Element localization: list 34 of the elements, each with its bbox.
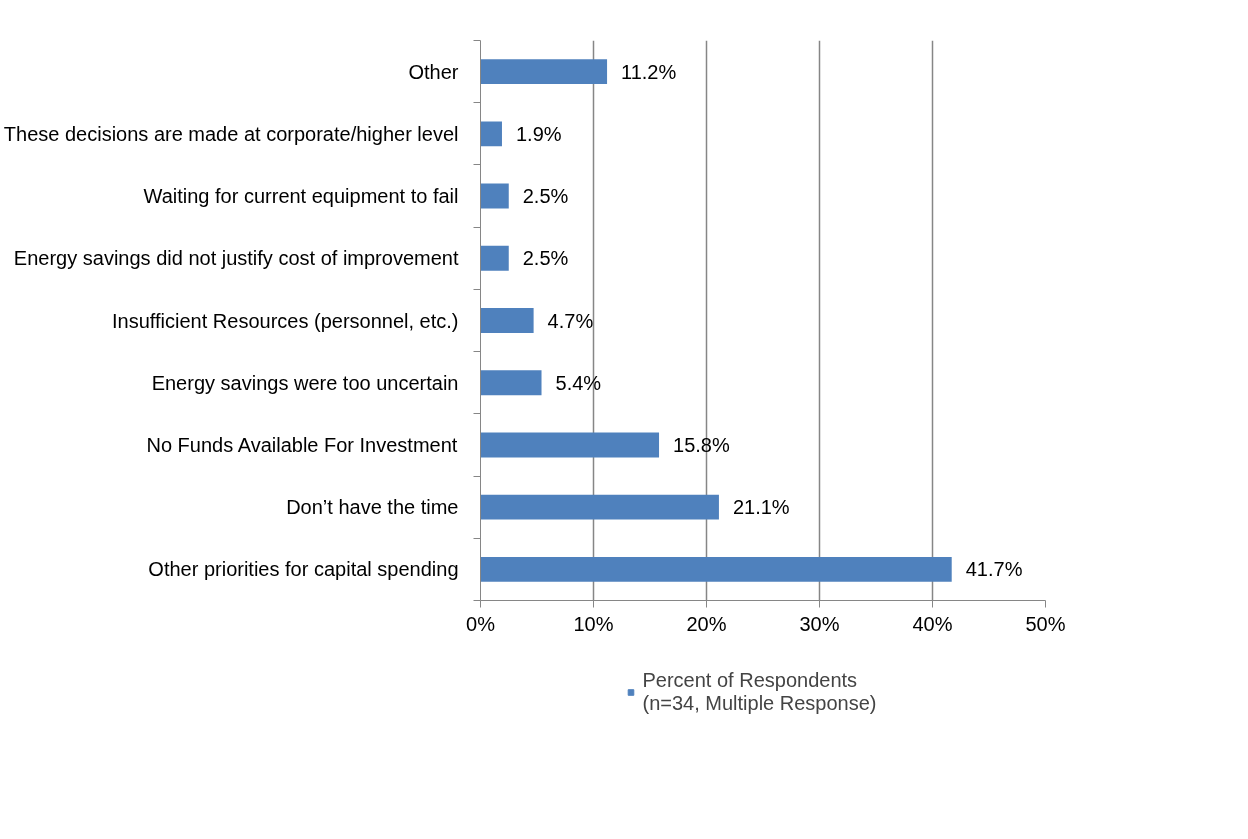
- data-label: 1.9%: [515, 122, 562, 145]
- y-tick-label: No Funds Available For Investment: [146, 433, 458, 456]
- y-tick-label: Energy savings did not justify cost of improvement: [13, 247, 459, 270]
- x-tick-label: 40%: [912, 612, 953, 635]
- bar: [480, 370, 542, 396]
- data-label: 15.8%: [673, 433, 730, 456]
- y-tick-label: Other: [408, 60, 459, 83]
- x-tick-label: 30%: [799, 612, 840, 635]
- y-tick-label: Don’t have the time: [286, 496, 459, 519]
- y-tick-label: Energy savings were too uncertain: [151, 371, 459, 394]
- x-tick-label: 20%: [686, 612, 727, 635]
- legend-label: Percent of Respondents (n=34, Multiple Response): [642, 669, 877, 715]
- data-label: 5.4%: [555, 371, 602, 394]
- data-label: 41.7%: [965, 558, 1023, 581]
- y-tick-label: Waiting for current equipment to fail: [143, 185, 459, 208]
- data-label: 11.2%: [621, 60, 677, 83]
- data-label: 21.1%: [732, 496, 790, 519]
- y-tick-label: These decisions are made at corporate/higher level: [3, 122, 459, 145]
- data-label: 2.5%: [522, 247, 569, 270]
- bar: [480, 556, 952, 582]
- bar: [480, 59, 608, 85]
- bar: [480, 494, 719, 520]
- x-tick-label: 10%: [573, 612, 614, 635]
- y-tick-label: Other priorities for capital spending: [148, 558, 459, 581]
- data-label: 4.7%: [547, 309, 594, 332]
- x-tick-label: 0%: [466, 612, 496, 635]
- bar: [480, 432, 660, 458]
- y-tick-label: Insufficient Resources (personnel, etc.): [112, 309, 459, 332]
- bar: [480, 183, 509, 209]
- data-label: 2.5%: [522, 185, 569, 208]
- bar: [480, 245, 509, 271]
- bar: [480, 121, 502, 147]
- x-tick-label: 50%: [1025, 612, 1066, 635]
- bar: [480, 308, 534, 333]
